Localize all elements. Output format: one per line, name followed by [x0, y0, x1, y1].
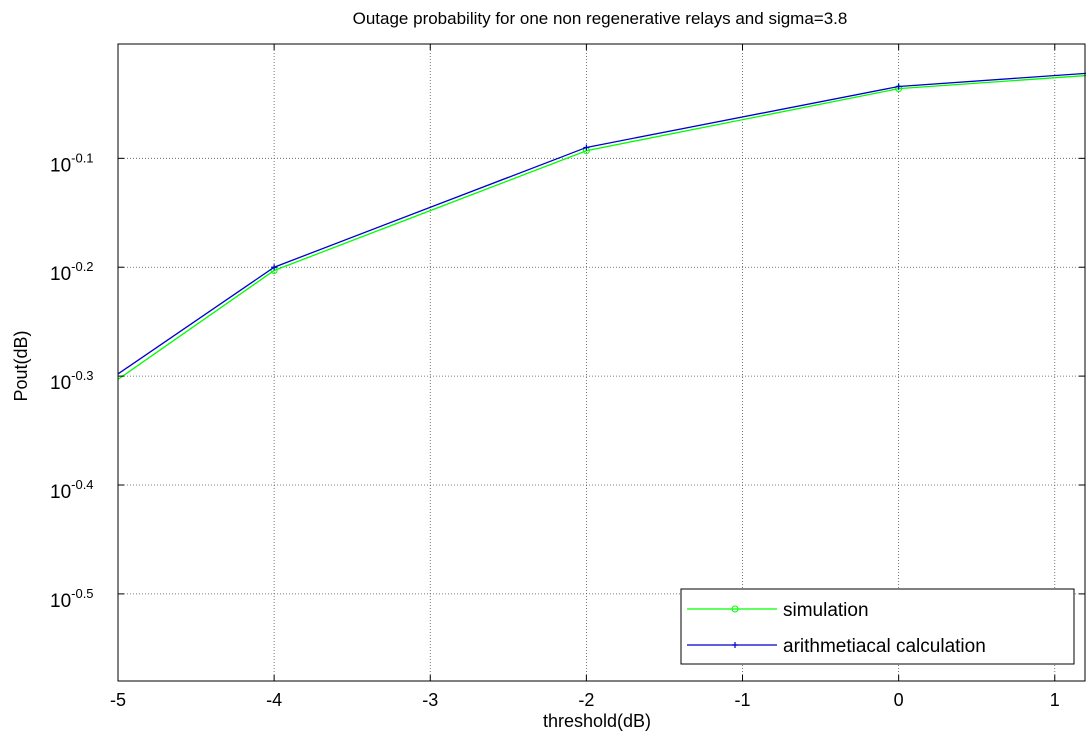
- y-axis-label: Pout(dB): [11, 330, 31, 401]
- x-tick-label: -3: [422, 690, 438, 710]
- series-line-0: [117, 74, 1086, 380]
- legend-marker-1: [732, 642, 738, 648]
- legend-box: [680, 588, 1075, 665]
- series-group: [117, 72, 1086, 380]
- series-marker-1: [583, 144, 590, 151]
- legend-label-1: arithmetiacal calculation: [783, 636, 986, 657]
- x-axis-label: threshold(dB): [543, 711, 651, 731]
- y-tick-label: 10-0.3: [50, 368, 94, 394]
- legend-marker-0: [731, 605, 739, 613]
- chart-title: Outage probability for one non regenerat…: [353, 9, 848, 28]
- grid-lines: [117, 44, 1086, 681]
- legend-label-0: simulation: [783, 600, 869, 621]
- series-line-1: [117, 72, 1086, 375]
- x-tick-label: 1: [1050, 690, 1060, 710]
- x-tick-label: 0: [894, 690, 904, 710]
- x-tick-label: -2: [578, 690, 594, 710]
- x-tick-label: -1: [735, 690, 751, 710]
- series-marker-1: [895, 83, 902, 90]
- axes-box: [117, 43, 1086, 682]
- y-tick-label: 10-0.4: [50, 477, 94, 503]
- legend: simulation arithmetiacal calculation: [680, 588, 1075, 665]
- y-tick-label: 10-0.1: [50, 150, 94, 176]
- series-marker-1: [271, 264, 278, 271]
- x-tick-label: -4: [266, 690, 282, 710]
- y-tick-label: 10-0.5: [50, 586, 94, 612]
- x-tick-label: -5: [110, 690, 126, 710]
- y-tick-labels: 10-0.1 10-0.2 10-0.3 10-0.4 10-0.5: [50, 150, 94, 612]
- tick-marks: [117, 44, 1085, 681]
- x-tick-labels: -5 -4 -3 -2 -1 0 1: [110, 690, 1060, 710]
- y-tick-label: 10-0.2: [50, 259, 94, 285]
